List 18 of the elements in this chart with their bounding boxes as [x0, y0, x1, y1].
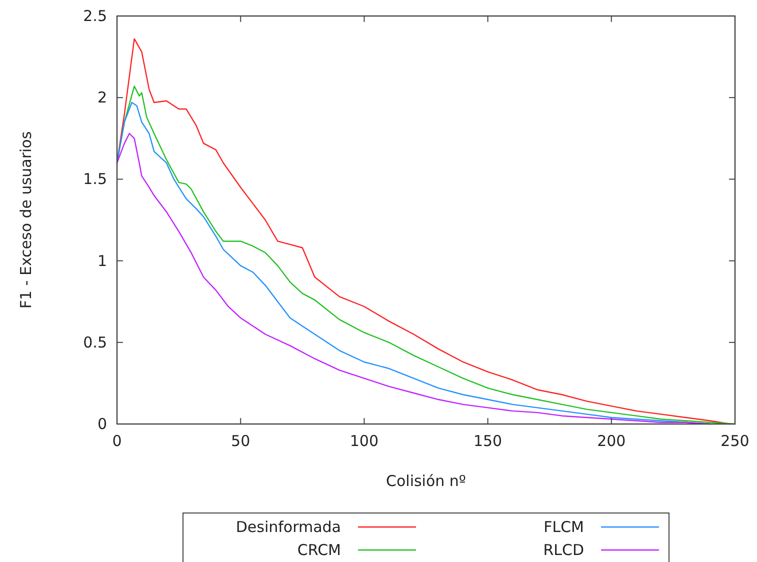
y-tick-label: 0 — [97, 415, 107, 433]
y-tick-label: 0.5 — [83, 333, 107, 352]
legend-label: RLCD — [543, 541, 584, 559]
x-tick-label: 250 — [720, 432, 750, 450]
y-tick-label: 1.5 — [83, 170, 107, 188]
y-tick-label: 2.5 — [83, 7, 107, 25]
x-tick-label: 0 — [112, 432, 122, 450]
y-axis-title: F1 - Exceso de usuarios — [17, 131, 35, 309]
x-axis-title: Colisión nº — [386, 472, 466, 490]
y-tick-label: 2 — [97, 88, 107, 107]
legend-label: Desinformada — [236, 518, 341, 536]
legend-label: CRCM — [297, 541, 341, 559]
x-tick-label: 100 — [350, 432, 379, 450]
legend-label: FLCM — [544, 518, 584, 536]
x-tick-label: 50 — [231, 432, 250, 450]
x-tick-label: 150 — [473, 432, 502, 450]
y-tick-label: 1 — [97, 252, 107, 270]
x-tick-label: 200 — [597, 432, 626, 450]
